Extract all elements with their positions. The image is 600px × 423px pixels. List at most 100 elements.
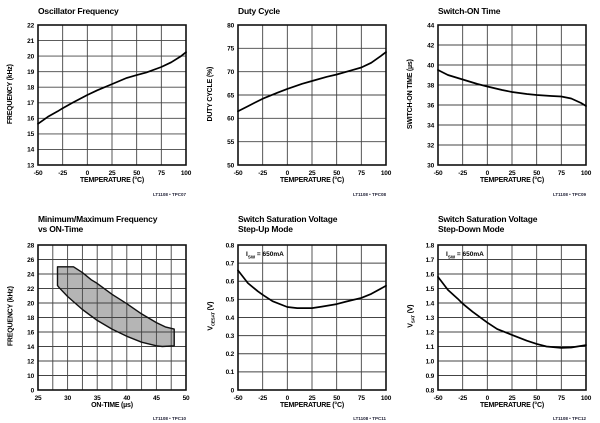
x-tick-label: 40 <box>123 395 130 402</box>
x-axis-title: TEMPERATURE (°C) <box>279 402 345 409</box>
y-tick-label: 10 <box>27 373 34 380</box>
figure-caption: LT1108 • TPC07 <box>152 192 186 197</box>
data-curve-switch-on-time <box>437 69 587 107</box>
x-tick-label: 25 <box>509 395 516 402</box>
x-axis-title: TEMPERATURE (°C) <box>479 402 545 409</box>
x-tick-label: 0 <box>86 170 90 177</box>
x-tick-label: -50 <box>234 395 243 402</box>
chart-title: Switch-ON Time <box>438 6 501 16</box>
y-tick-label: 32 <box>427 142 434 149</box>
y-tick-label: 14 <box>27 344 34 351</box>
x-tick-label: 50 <box>133 170 140 177</box>
y-tick-label: 20 <box>27 300 34 307</box>
y-tick-label: 1.0 <box>426 358 435 365</box>
plot-border <box>437 244 587 391</box>
plot-canvas: -50 -25 0 25 50 75 100 30 32 34 36 38 40 42 44 <box>427 22 592 177</box>
x-tick-label: 0 <box>486 170 490 177</box>
y-tick-label: 28 <box>27 242 34 249</box>
y-tick-label: 0.7 <box>226 260 235 267</box>
chart-duty-cycle: Duty Cycle DUTY CYCLE (%) -50 -25 0 25 50 75 1… <box>200 0 400 210</box>
x-tick-label: 50 <box>533 170 540 177</box>
x-tick-label: -25 <box>258 170 267 177</box>
plot-canvas: 25 30 35 40 45 50 0 10 12 14 16 18 20 22 24 26 28 <box>27 242 190 402</box>
y-tick-label: 80 <box>227 22 234 29</box>
y-tick-label: 0.8 <box>426 387 435 394</box>
x-tick-label: -25 <box>58 170 67 177</box>
y-tick-label: 16 <box>27 116 34 123</box>
y-tick-label: 16 <box>27 329 34 336</box>
y-tick-label: 55 <box>227 139 234 146</box>
x-tick-label: -50 <box>234 170 243 177</box>
x-tick-label: 25 <box>109 170 116 177</box>
x-tick-label: 75 <box>558 170 565 177</box>
x-tick-label: 75 <box>558 395 565 402</box>
plot-border <box>237 24 387 166</box>
y-tick-label: 0 <box>231 387 235 394</box>
x-tick-label: 25 <box>309 170 316 177</box>
x-tick-label: 30 <box>64 395 71 402</box>
y-tick-label: 42 <box>427 42 434 49</box>
annotation-value: = 650mA <box>455 251 484 258</box>
y-tick-label: 24 <box>27 271 34 278</box>
y-tick-label: 38 <box>427 82 434 89</box>
y-tick-label: 20 <box>27 53 34 60</box>
y-tick-label: 18 <box>27 315 34 322</box>
y-tick-label: 50 <box>227 162 234 169</box>
y-tick-label: 65 <box>227 92 234 99</box>
y-tick-label: 14 <box>27 147 34 154</box>
x-tick-label: -25 <box>258 395 267 402</box>
y-tick-label: 1.4 <box>426 300 435 307</box>
x-tick-label: -50 <box>34 170 43 177</box>
y-tick-label: 36 <box>427 102 434 109</box>
y-tick-label: 0.5 <box>226 297 235 304</box>
annotation-value: = 650mA <box>255 251 284 258</box>
plot-border <box>37 244 187 391</box>
switch-current-annotation: ISW = 650mA <box>246 251 284 259</box>
x-tick-label: -25 <box>458 170 467 177</box>
chart-oscillator-frequency: Oscillator Frequency FREQUENCY (kHz) -50… <box>0 0 200 210</box>
x-tick-label: 45 <box>153 395 160 402</box>
y-tick-label: 40 <box>427 62 434 69</box>
x-tick-label: 75 <box>158 170 165 177</box>
x-tick-label: 50 <box>333 170 340 177</box>
x-tick-label: 75 <box>358 395 365 402</box>
y-tick-label: 1.5 <box>426 286 435 293</box>
x-tick-label: -50 <box>434 395 443 402</box>
x-tick-label: 25 <box>309 395 316 402</box>
y-tick-label: 0.6 <box>226 279 235 286</box>
plot-canvas: -50 -25 0 25 50 75 100 50 55 60 65 70 75 80 <box>227 22 392 177</box>
y-tick-label: 21 <box>27 38 34 45</box>
x-tick-label: 100 <box>181 170 192 177</box>
y-tick-label: 1.6 <box>426 271 435 278</box>
x-tick-label: 100 <box>581 395 592 402</box>
annotation-symbol: I <box>446 251 448 258</box>
data-curve-vcesat-step-up <box>237 269 387 309</box>
y-tick-label: 17 <box>27 100 34 107</box>
chart-min-max-frequency-vs-on-time: Minimum/Maximum Frequency vs ON-Time FRE… <box>0 210 200 423</box>
x-tick-label: 35 <box>94 395 101 402</box>
x-tick-label: -25 <box>458 395 467 402</box>
y-tick-label: 0.1 <box>226 369 235 376</box>
x-tick-label: 50 <box>183 395 190 402</box>
chart-switch-saturation-voltage-step-down: Switch Saturation Voltage Step-Down Mode… <box>400 210 600 423</box>
min-max-band-outline <box>56 266 175 348</box>
switch-current-annotation: ISW = 650mA <box>446 251 484 259</box>
y-tick-label: 75 <box>227 46 234 53</box>
y-tick-label: 1.7 <box>426 257 435 264</box>
data-curve-vsat-step-down <box>437 276 587 349</box>
annotation-sub: SW <box>247 254 256 260</box>
annotation-symbol: I <box>246 251 248 258</box>
min-max-band-fill <box>57 266 175 347</box>
figure-caption: LT1108 • TPC12 <box>552 416 586 421</box>
y-tick-label: 0 <box>31 387 35 394</box>
x-tick-label: -50 <box>434 170 443 177</box>
chart-title: Minimum/Maximum Frequency vs ON-Time <box>38 214 158 234</box>
plot-border <box>237 244 387 391</box>
y-tick-label: 1.1 <box>426 344 435 351</box>
figure-caption: LT1108 • TPC09 <box>552 192 586 197</box>
y-tick-label: 30 <box>427 162 434 169</box>
y-tick-label: 0.4 <box>226 315 235 322</box>
y-tick-label: 0.2 <box>226 351 235 358</box>
y-tick-label: 0.9 <box>426 373 435 380</box>
